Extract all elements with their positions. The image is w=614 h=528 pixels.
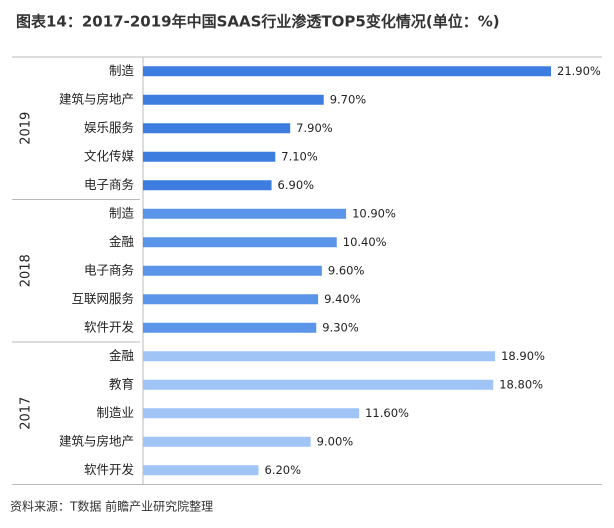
bar [143, 180, 272, 191]
bar [143, 465, 259, 476]
bar [143, 123, 291, 134]
group-label: 2019 [19, 112, 34, 145]
category-label: 金融 [109, 348, 135, 363]
value-label: 18.80% [499, 377, 543, 391]
bar [143, 351, 496, 362]
value-label: 7.10% [281, 149, 318, 163]
value-label: 18.90% [501, 349, 545, 363]
category-label: 电子商务 [84, 262, 134, 277]
bar [143, 265, 322, 276]
category-label: 建筑与房地产 [59, 91, 134, 106]
bar [143, 94, 324, 105]
chart-title: 图表14：2017-2019年中国SAAS行业渗透TOP5变化情况(单位：%) [16, 13, 500, 31]
value-label: 7.90% [296, 121, 333, 135]
category-label: 文化传媒 [84, 148, 135, 163]
category-label: 制造业 [96, 405, 134, 420]
value-label: 21.90% [557, 64, 601, 78]
category-label: 软件开发 [84, 462, 135, 477]
category-label: 电子商务 [84, 177, 134, 192]
source-note: 资料来源：T数据 前瞻产业研究院整理 [10, 499, 213, 514]
bar [143, 379, 494, 390]
bar [143, 151, 276, 162]
value-label: 9.00% [317, 434, 354, 448]
value-label: 10.90% [352, 206, 396, 220]
bar [143, 408, 360, 419]
category-label: 软件开发 [84, 319, 135, 334]
category-label: 建筑与房地产 [59, 433, 134, 448]
bar [143, 208, 347, 219]
bar [143, 237, 337, 248]
bar [143, 66, 551, 77]
category-label: 互联网服务 [71, 291, 134, 306]
value-label: 6.90% [278, 178, 315, 192]
category-label: 娱乐服务 [84, 120, 134, 135]
category-label: 制造 [109, 63, 135, 78]
category-label: 制造 [109, 205, 135, 220]
value-label: 9.40% [324, 292, 361, 306]
bar [143, 294, 319, 305]
group-label: 2017 [19, 397, 34, 430]
bar [143, 322, 317, 333]
bar [143, 436, 311, 447]
group-label: 2018 [19, 254, 34, 287]
value-label: 9.30% [322, 320, 359, 334]
value-label: 6.20% [265, 463, 302, 477]
category-label: 金融 [109, 234, 135, 249]
value-label: 9.60% [328, 263, 365, 277]
value-label: 9.70% [330, 92, 367, 106]
value-label: 10.40% [343, 235, 387, 249]
category-label: 教育 [109, 376, 134, 391]
value-label: 11.60% [365, 406, 409, 420]
